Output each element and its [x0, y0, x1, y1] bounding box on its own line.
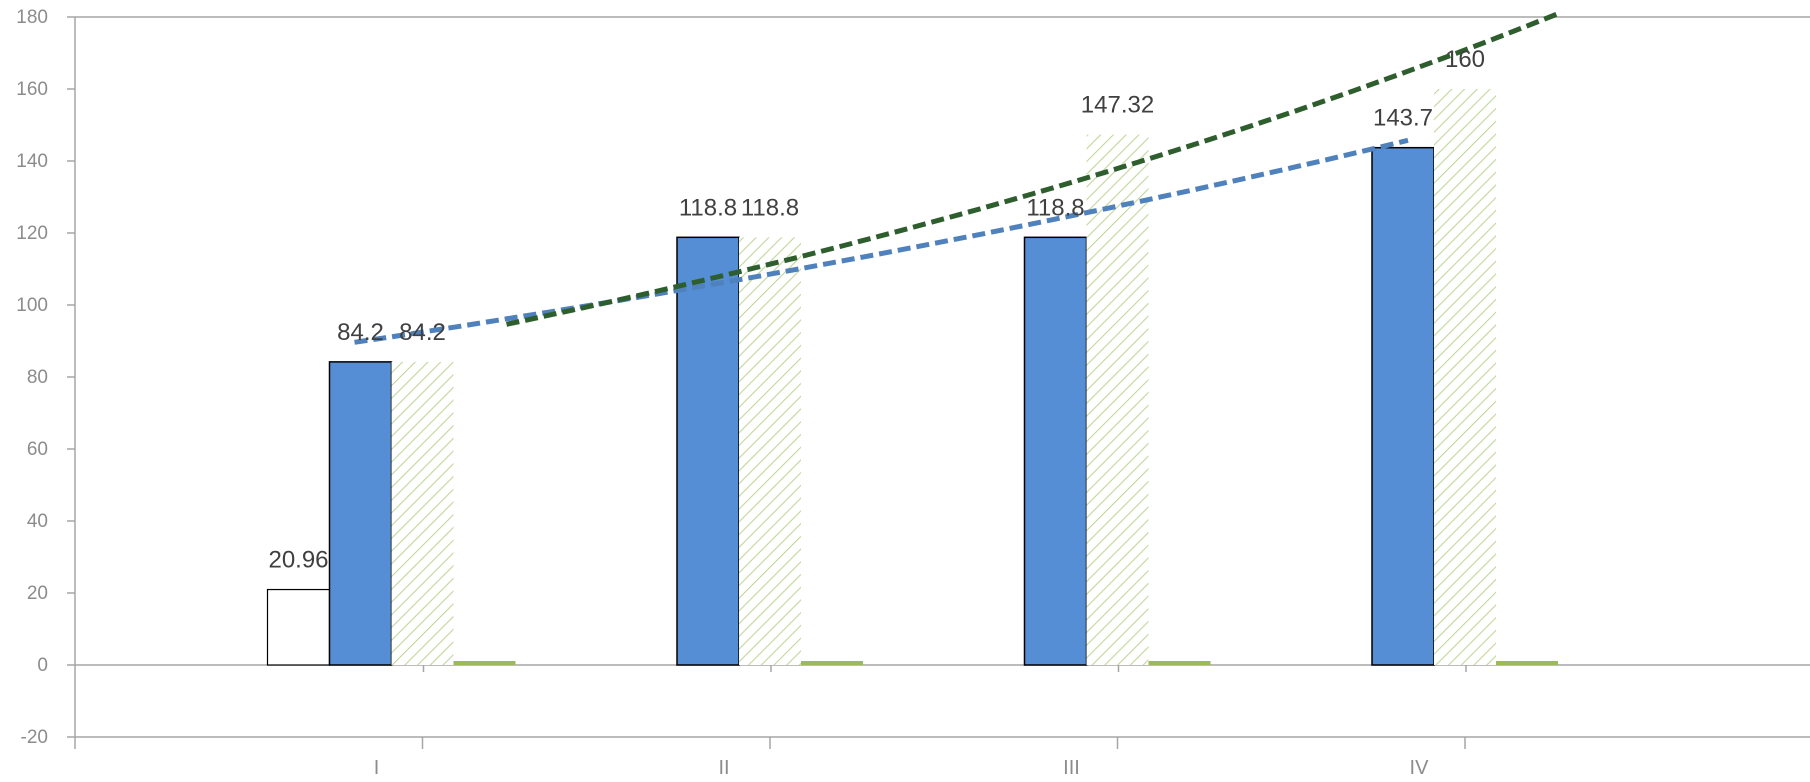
- bar-s4-III: [1148, 661, 1211, 665]
- x-tick-label: I: [374, 757, 380, 779]
- bar-s3-III: [1086, 134, 1149, 665]
- y-tick-label: 80: [27, 367, 48, 388]
- x-tick-label: III: [1063, 757, 1080, 779]
- data-label-s3: 118.8: [741, 194, 799, 221]
- bar-s3-II: [739, 237, 801, 665]
- bar-s1-I: [266, 588, 331, 666]
- y-tick-label: 20: [27, 583, 48, 604]
- data-label-s2: 143.7: [1373, 105, 1433, 132]
- x-tick-label: IV: [1410, 757, 1430, 779]
- y-tick-label: 60: [27, 439, 48, 460]
- bar-s4-I: [453, 661, 516, 665]
- chart-trendlines: [354, 10, 1561, 345]
- y-tick-label: 140: [16, 151, 48, 172]
- y-tick-label: 180: [16, 7, 48, 28]
- x-tick-label: II: [718, 757, 729, 779]
- data-label-s2: 84.2: [337, 319, 384, 346]
- bar-s2-IV: [1371, 146, 1435, 666]
- trendline-s3: [505, 10, 1561, 327]
- y-tick-label: 0: [37, 655, 48, 676]
- bar-s2-I: [328, 361, 393, 666]
- bar-s3-I: [391, 361, 454, 665]
- y-tick-label: -20: [21, 727, 48, 748]
- data-label-s3: 160: [1445, 46, 1485, 73]
- y-tick-label: 40: [27, 511, 48, 532]
- chart-bars: [266, 89, 1558, 666]
- bar-s2-II: [676, 236, 740, 666]
- y-tick-label: 120: [16, 223, 48, 244]
- data-label-s3: 84.2: [399, 319, 446, 346]
- y-tick-label: 100: [16, 295, 48, 316]
- data-label-s1: 20.96: [268, 547, 328, 574]
- bar-s4-II: [801, 661, 863, 665]
- data-label-s2: 118.8: [1026, 194, 1084, 221]
- bar-s2-III: [1023, 236, 1088, 666]
- y-tick-label: 160: [16, 79, 48, 100]
- bar-s4-IV: [1496, 661, 1558, 665]
- data-label-s3: 147.32: [1081, 92, 1154, 119]
- trendline-s2: [354, 137, 1409, 345]
- data-label-s2: 118.8: [679, 194, 737, 221]
- bar-s3-IV: [1434, 89, 1496, 665]
